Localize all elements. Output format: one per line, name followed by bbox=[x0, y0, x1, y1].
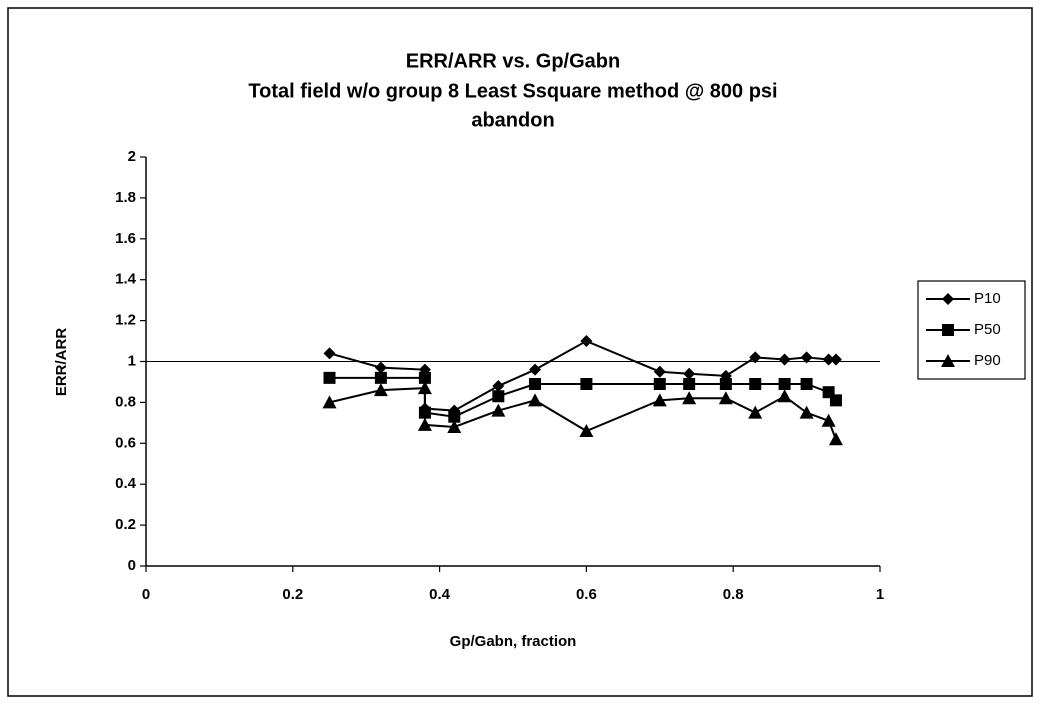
legend-label: P10 bbox=[974, 290, 1001, 307]
data-point bbox=[323, 371, 336, 384]
y-tick-label: 0.6 bbox=[115, 434, 136, 451]
y-tick-label: 0.2 bbox=[115, 516, 136, 533]
chart-frame bbox=[7, 7, 1033, 697]
legend-label: P50 bbox=[974, 321, 1001, 338]
chart-subtitle: Total field w/o group 8 Least Ssquare me… bbox=[248, 80, 777, 102]
y-axis-label: ERR/ARR bbox=[53, 328, 70, 397]
data-point bbox=[749, 377, 762, 390]
data-point bbox=[800, 351, 813, 364]
data-point bbox=[777, 389, 792, 403]
y-tick-label: 0.4 bbox=[115, 475, 137, 492]
x-tick-label: 0.6 bbox=[576, 586, 597, 603]
x-tick-label: 0.4 bbox=[429, 586, 451, 603]
legend-marker bbox=[942, 324, 954, 336]
data-point bbox=[580, 377, 593, 390]
x-tick-label: 0.8 bbox=[723, 586, 744, 603]
data-point bbox=[821, 413, 836, 427]
data-point bbox=[492, 390, 505, 403]
data-point bbox=[322, 395, 337, 409]
data-point bbox=[447, 419, 462, 433]
data-point bbox=[683, 377, 696, 390]
x-tick-label: 0 bbox=[142, 586, 150, 603]
data-point bbox=[778, 377, 791, 390]
data-point bbox=[529, 377, 542, 390]
data-point bbox=[323, 347, 336, 360]
data-point bbox=[418, 371, 431, 384]
data-point bbox=[580, 335, 593, 348]
data-point bbox=[749, 351, 762, 364]
data-point bbox=[492, 380, 505, 393]
data-point bbox=[653, 365, 666, 378]
chart-title: ERR/ARR vs. Gp/Gabn bbox=[406, 50, 620, 72]
data-point bbox=[828, 432, 843, 446]
data-point bbox=[579, 424, 594, 438]
legend-label: P90 bbox=[974, 352, 1001, 369]
y-tick-label: 1 bbox=[128, 352, 136, 369]
data-point bbox=[374, 361, 387, 374]
data-point bbox=[822, 353, 835, 366]
data-point bbox=[652, 393, 667, 407]
x-tick-label: 0.2 bbox=[282, 586, 303, 603]
legend-marker bbox=[942, 293, 954, 305]
data-point bbox=[682, 391, 697, 405]
data-point bbox=[829, 353, 842, 366]
y-tick-label: 1.8 bbox=[115, 189, 136, 206]
data-point bbox=[799, 405, 814, 419]
data-point bbox=[417, 417, 432, 431]
y-tick-label: 1.6 bbox=[115, 230, 136, 247]
data-point bbox=[683, 367, 696, 380]
data-point bbox=[653, 377, 666, 390]
y-tick-label: 1.2 bbox=[115, 312, 136, 329]
data-point bbox=[829, 394, 842, 407]
legend-marker bbox=[941, 354, 955, 367]
data-point bbox=[528, 393, 543, 407]
chart-subtitle: abandon bbox=[471, 109, 554, 131]
data-point bbox=[718, 391, 733, 405]
data-point bbox=[800, 377, 813, 390]
series-line bbox=[329, 387, 837, 440]
y-tick-label: 2 bbox=[128, 148, 136, 165]
y-tick-label: 1.4 bbox=[115, 271, 137, 288]
y-tick-label: 0.8 bbox=[115, 393, 136, 410]
data-point bbox=[373, 383, 388, 397]
data-point bbox=[491, 403, 506, 417]
data-point bbox=[417, 381, 432, 395]
data-point bbox=[748, 405, 763, 419]
x-axis-label: Gp/Gabn, fraction bbox=[450, 633, 577, 650]
data-point bbox=[529, 363, 542, 376]
data-point bbox=[719, 377, 732, 390]
x-tick-label: 1 bbox=[876, 586, 884, 603]
y-tick-label: 0 bbox=[128, 557, 136, 574]
data-point bbox=[448, 410, 461, 423]
data-point bbox=[778, 353, 791, 366]
data-point bbox=[374, 371, 387, 384]
